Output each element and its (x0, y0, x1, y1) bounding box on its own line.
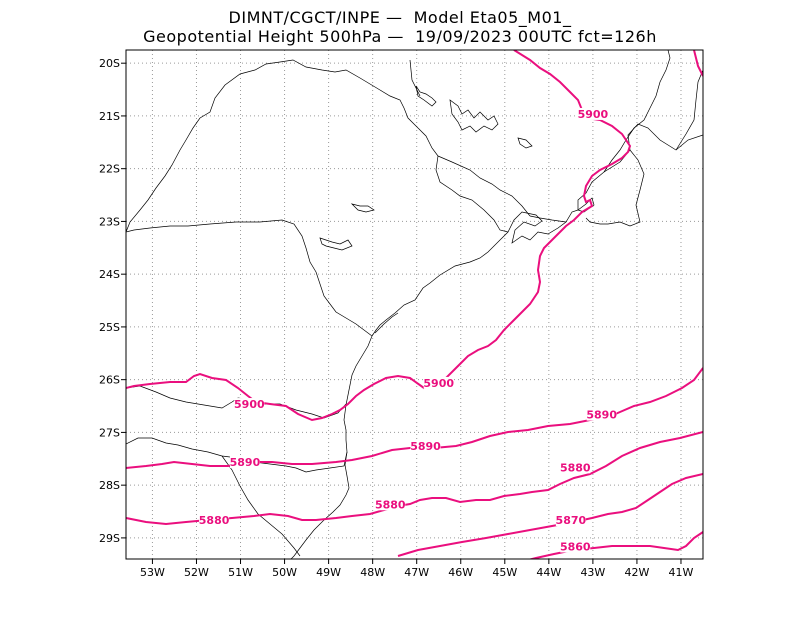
plot-frame (125, 49, 704, 560)
chart-title-line2: Geopotential Height 500hPa — 19/09/2023 … (143, 27, 657, 46)
reservoir-furnas (449, 99, 499, 133)
lat-tick-label: 26S (99, 374, 120, 387)
border-rs-sw (221, 455, 301, 557)
lat-tick-label: 28S (99, 479, 120, 492)
lon-tick-label: 51W (228, 566, 253, 579)
contour-label: 5860 (560, 540, 591, 553)
lon-tick-label: 45W (492, 566, 517, 579)
lat-tick-label: 27S (99, 426, 120, 439)
contour-5900-north (126, 50, 632, 422)
contour-label-bg (560, 540, 591, 553)
lon-tick-label: 41W (669, 566, 694, 579)
lat-tick-label: 21S (99, 110, 120, 123)
contour-labels: 5900 5900 5900 5890 5890 5890 5880 5880 5880 5870… (199, 107, 617, 553)
contour-label-bg (560, 461, 591, 474)
contour-label: 5870 (556, 514, 587, 527)
contour-label: 5890 (410, 440, 441, 453)
contour-label: 5890 (586, 409, 617, 422)
contour-label: 5880 (375, 498, 406, 511)
contour-label-bg (410, 440, 441, 453)
lon-tick-label: 43W (580, 566, 605, 579)
paranagua-bay (374, 312, 399, 334)
border-west-mg (409, 59, 421, 97)
contour-5860 (527, 531, 703, 559)
lat-tick-label: 20S (99, 57, 120, 70)
lat-axis: 20S 21S 22S 23S 24S 25S 26S 27S 28S 29S (99, 57, 126, 545)
lat-tick-label: 23S (99, 215, 120, 228)
border-pr-sc (126, 385, 347, 419)
lon-tick-label: 47W (404, 566, 429, 579)
lon-tick-label: 49W (316, 566, 341, 579)
contour-label-bg (199, 514, 230, 527)
lat-tick-label: 25S (99, 321, 120, 334)
lon-tick-label: 50W (272, 566, 297, 579)
lon-tick-label: 42W (624, 566, 649, 579)
contour-label-bg (577, 107, 608, 120)
contour-5900-ne (693, 50, 703, 77)
coastline (290, 123, 703, 559)
lon-tick-label: 53W (140, 566, 165, 579)
border-mg-rj-es (529, 50, 703, 227)
lat-tick-label: 29S (99, 532, 120, 545)
contour-label-bg (234, 398, 265, 411)
contour-label: 5890 (230, 456, 261, 469)
lon-tick-label: 52W (184, 566, 209, 579)
lat-tick-label: 22S (99, 163, 120, 176)
lon-tick-label: 44W (536, 566, 561, 579)
contour-5880 (126, 431, 703, 526)
contour-label-bg (555, 514, 586, 527)
lon-axis: 53W 52W 51W 50W 49W 48W 47W 46W 45W 44W 43W 42W 41W (140, 559, 694, 579)
reservoir-sp1 (350, 203, 375, 213)
contour-label: 5900 (423, 377, 454, 390)
contour-label-bg (423, 376, 454, 389)
border-sp-pr (126, 219, 373, 337)
chart-title-line1: DIMNT/CGCT/INPE — Model Eta05_M01_ (228, 8, 572, 27)
contour-label-bg (586, 408, 617, 421)
contour-label: 5880 (199, 514, 230, 527)
contour-label-bg (375, 498, 406, 511)
contour-label: 5880 (560, 461, 591, 474)
lon-tick-label: 48W (360, 566, 385, 579)
lon-tick-label: 46W (448, 566, 473, 579)
contour-label: 5900 (578, 108, 609, 121)
lat-tick-label: 24S (99, 268, 120, 281)
reservoir-sp2 (319, 237, 353, 251)
geography-layer (126, 50, 703, 559)
reservoir-minas (415, 85, 437, 107)
state-borders (126, 59, 531, 233)
lat-lon-grid (126, 50, 703, 559)
contour-5870 (397, 473, 703, 557)
contour-label-bg (229, 456, 260, 469)
reservoir-mg2 (517, 137, 533, 149)
contour-label: 5900 (234, 398, 265, 411)
